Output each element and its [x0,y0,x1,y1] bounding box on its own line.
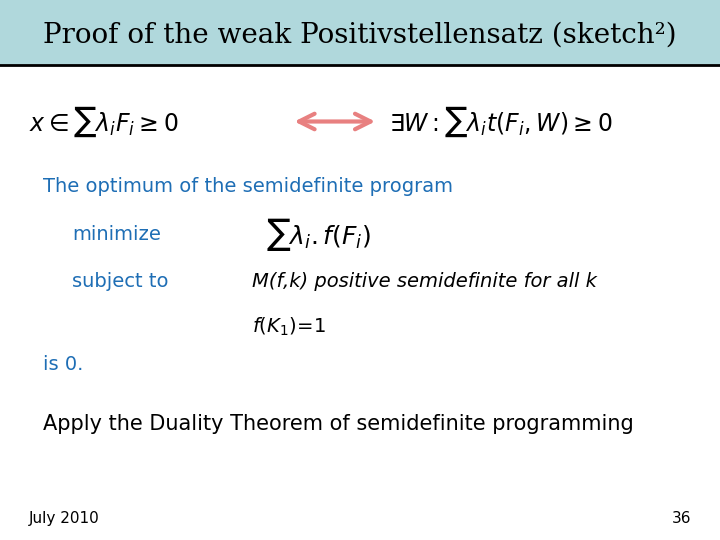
FancyArrowPatch shape [299,114,371,129]
Text: 36: 36 [672,511,691,526]
Text: M(f,k) positive semidefinite for all k: M(f,k) positive semidefinite for all k [252,272,597,292]
Text: $\exists W : \sum \lambda_i t(F_i,W) \geq 0$: $\exists W : \sum \lambda_i t(F_i,W) \ge… [389,104,613,139]
Text: $f(K_1)\!=\!1$: $f(K_1)\!=\!1$ [252,315,326,338]
Text: $\sum \lambda_i.f(F_i)$: $\sum \lambda_i.f(F_i)$ [266,217,372,253]
FancyBboxPatch shape [0,0,720,65]
Text: minimize: minimize [72,225,161,245]
Text: $x \in \sum \lambda_i F_i \geq 0$: $x \in \sum \lambda_i F_i \geq 0$ [29,104,179,139]
Text: Apply the Duality Theorem of semidefinite programming: Apply the Duality Theorem of semidefinit… [43,414,634,434]
Text: is 0.: is 0. [43,355,84,374]
Text: Proof of the weak Positivstellensatz (sketch²): Proof of the weak Positivstellensatz (sk… [43,22,677,49]
Text: July 2010: July 2010 [29,511,99,526]
Text: subject to: subject to [72,272,168,292]
Text: The optimum of the semidefinite program: The optimum of the semidefinite program [43,177,453,196]
